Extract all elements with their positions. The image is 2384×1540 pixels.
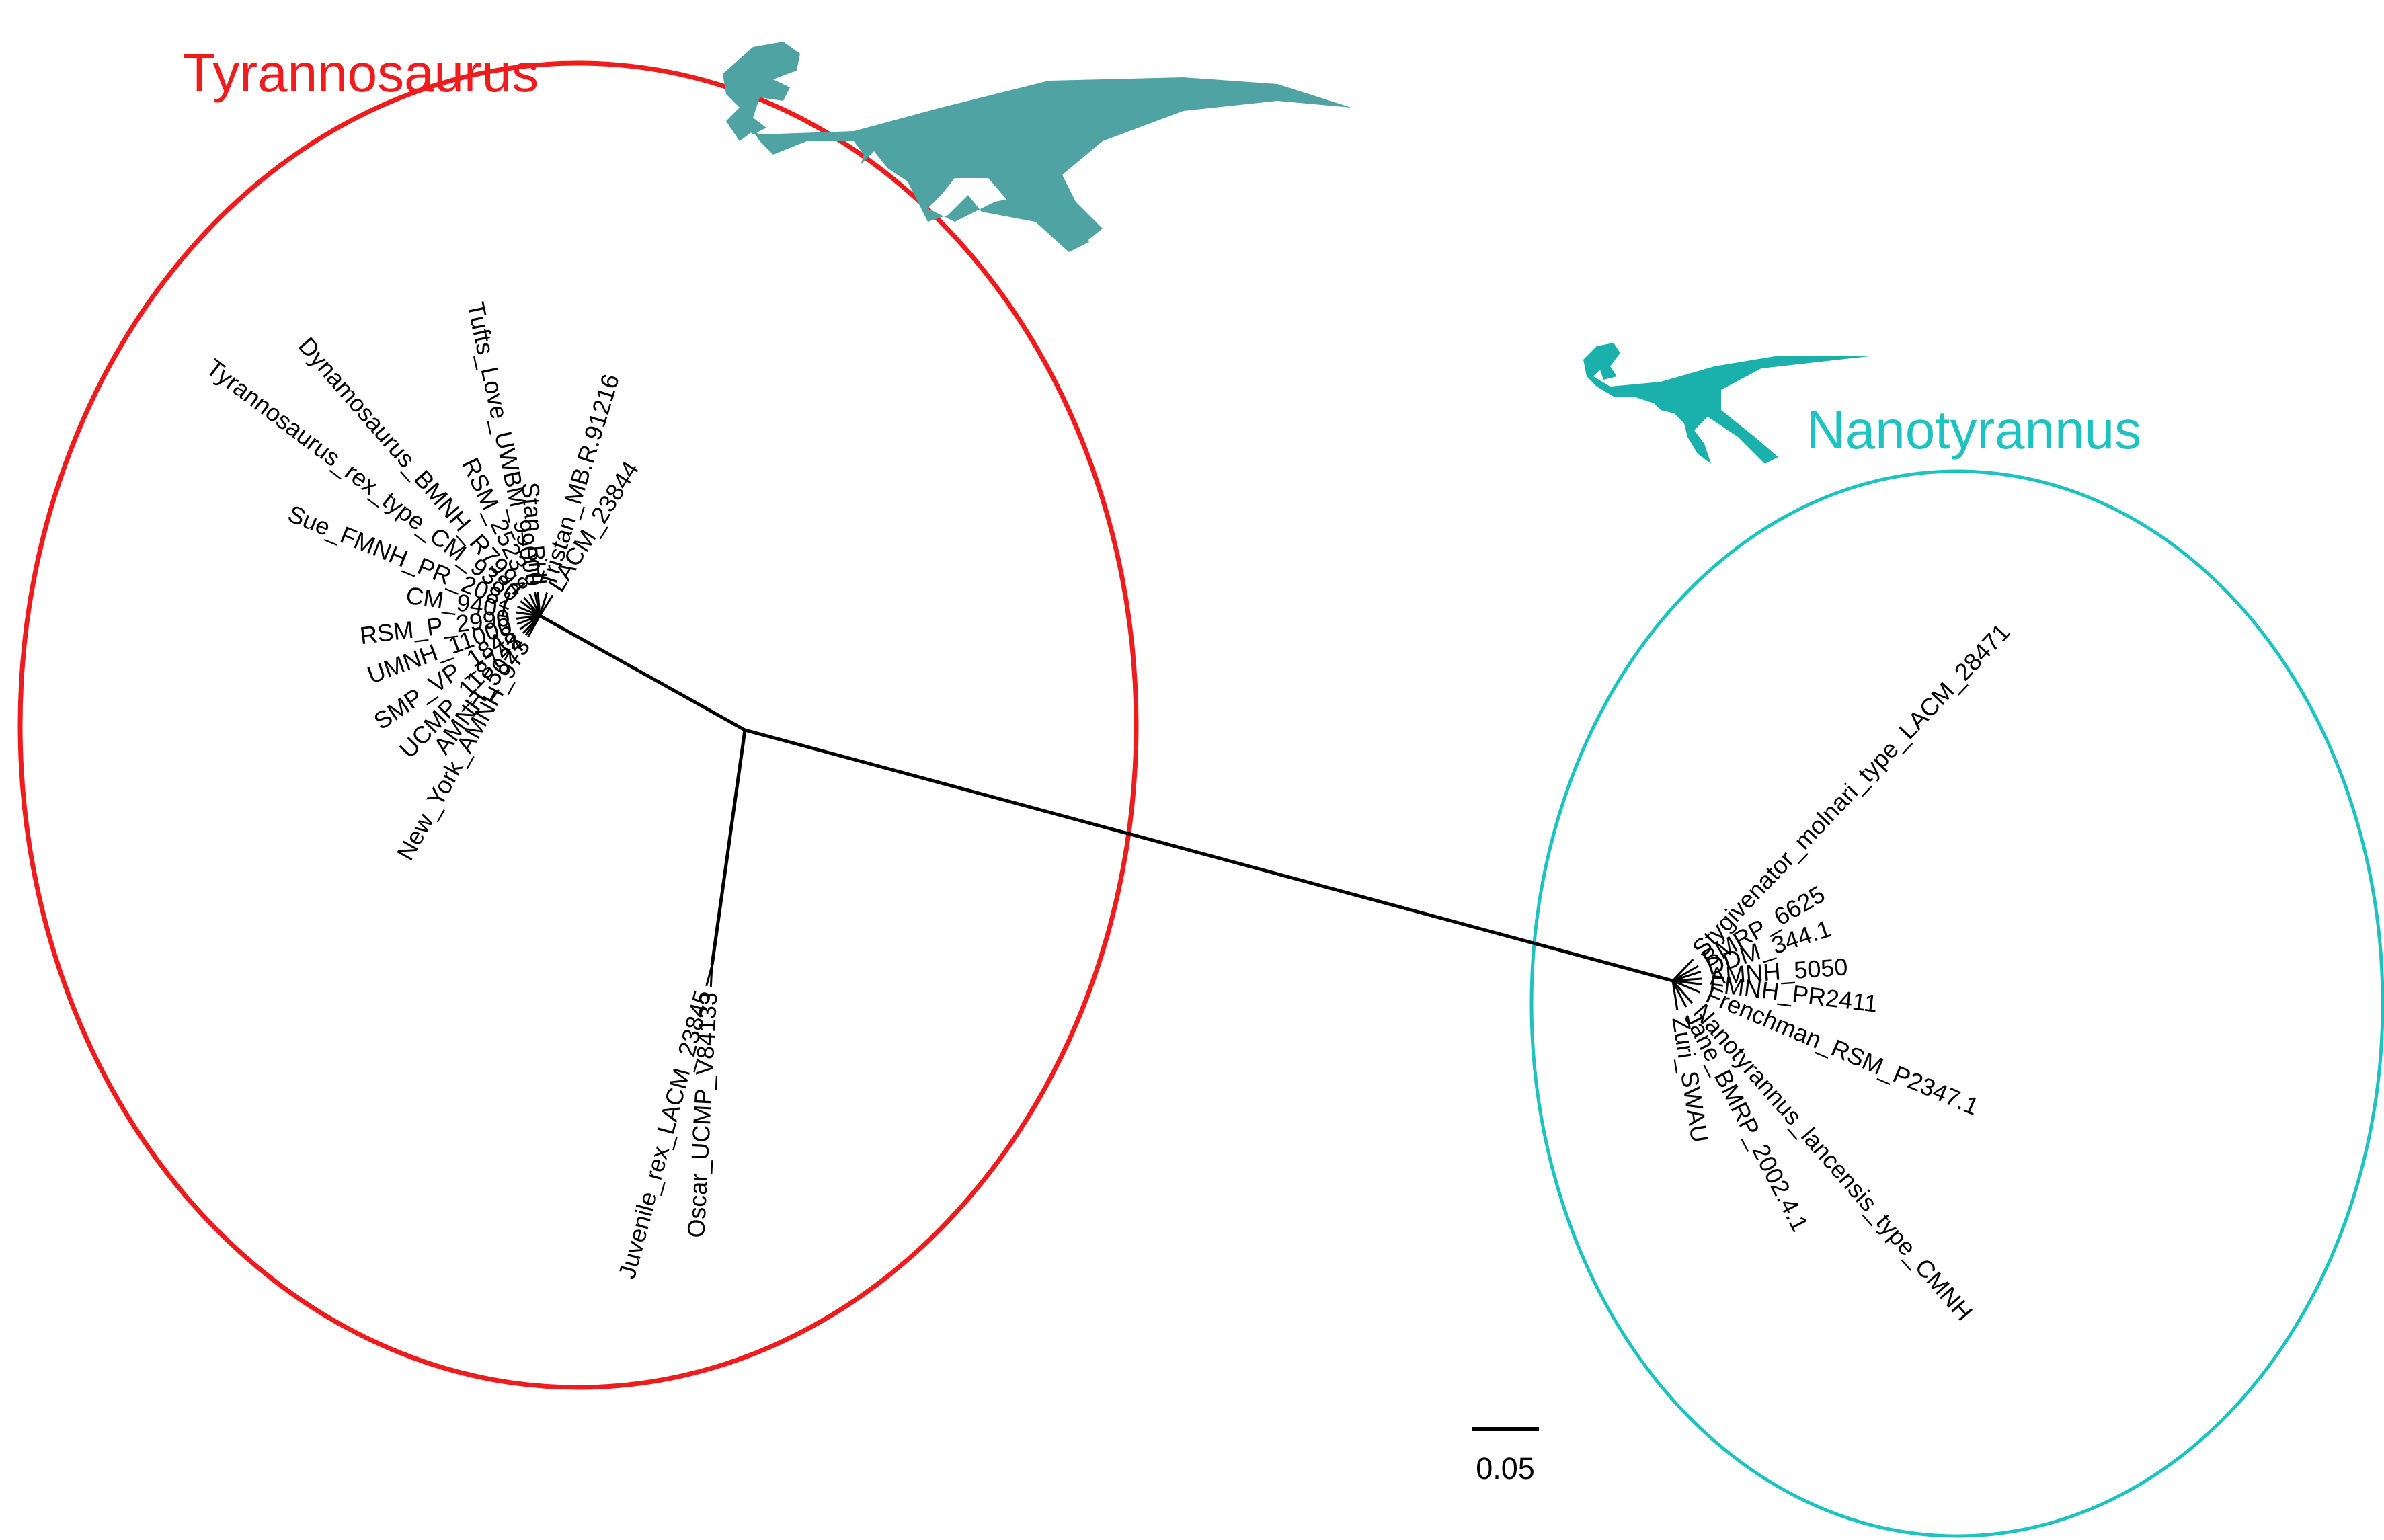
leaf-branch xyxy=(1671,959,1694,982)
leaf-branch xyxy=(1672,970,1702,982)
tyrannosaurus-ellipse xyxy=(17,60,1139,1390)
leaf-branch xyxy=(539,592,548,616)
nanotyrannus-title: Nanotyrannus xyxy=(1806,400,2141,460)
branch xyxy=(710,729,747,966)
leaf-branch xyxy=(516,611,541,617)
nanotyrannus-ellipse xyxy=(1529,469,2384,1538)
leaf-branch xyxy=(1672,979,1701,994)
leaf-branch xyxy=(1671,980,1679,1010)
leaf-branch xyxy=(1672,979,1702,985)
leaf-branch xyxy=(520,600,541,617)
leaf-branch xyxy=(539,594,554,616)
tyrannosaurus-title: Tyrannosaurus xyxy=(183,43,539,103)
leaf-branch xyxy=(1671,980,1693,1004)
leaf-branch xyxy=(1672,965,1699,982)
leaf-branch xyxy=(1671,980,1687,1008)
tyrannosaurus-silhouette xyxy=(723,42,1351,252)
nanotyrannus-silhouette xyxy=(1583,343,1869,464)
leaf-label: Stygivenator_molnari_type_LACM_28471 xyxy=(1687,618,2015,963)
scale-label: 0.05 xyxy=(1476,1451,1535,1486)
branch xyxy=(539,614,1673,983)
leaf-branch xyxy=(709,965,713,987)
leaf-branch xyxy=(537,592,541,616)
leaf-branch xyxy=(527,615,541,638)
